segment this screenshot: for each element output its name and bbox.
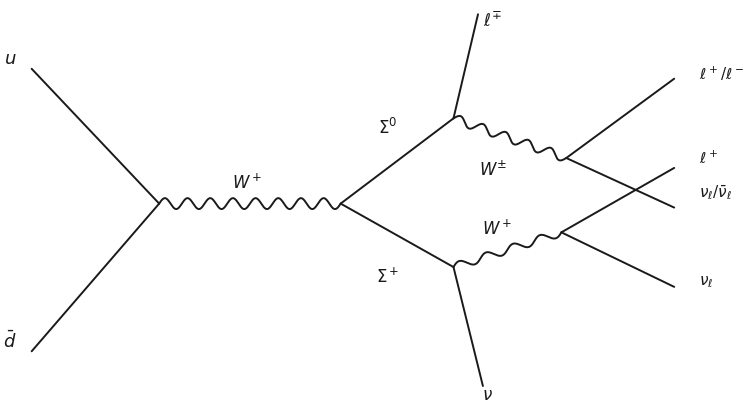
Text: $\ell^+$: $\ell^+$ (699, 149, 718, 166)
Text: $W^+$: $W^+$ (232, 173, 262, 193)
Text: $\Sigma^+$: $\Sigma^+$ (376, 267, 399, 286)
Text: $\bar{d}$: $\bar{d}$ (4, 330, 17, 352)
Text: $\nu$: $\nu$ (482, 388, 493, 404)
Text: $\ell^{\mp}$: $\ell^{\mp}$ (483, 11, 502, 31)
Text: $\nu_\ell/\bar{\nu}_\ell$: $\nu_\ell/\bar{\nu}_\ell$ (699, 183, 732, 202)
Text: $\ell^+/\ell^-$: $\ell^+/\ell^-$ (699, 64, 744, 83)
Text: $\nu_\ell$: $\nu_\ell$ (699, 274, 713, 290)
Text: $\Sigma^0$: $\Sigma^0$ (378, 118, 398, 138)
Text: $u$: $u$ (5, 50, 17, 68)
Text: $W^{\pm}$: $W^{\pm}$ (479, 160, 507, 180)
Text: $W^+$: $W^+$ (482, 220, 513, 239)
